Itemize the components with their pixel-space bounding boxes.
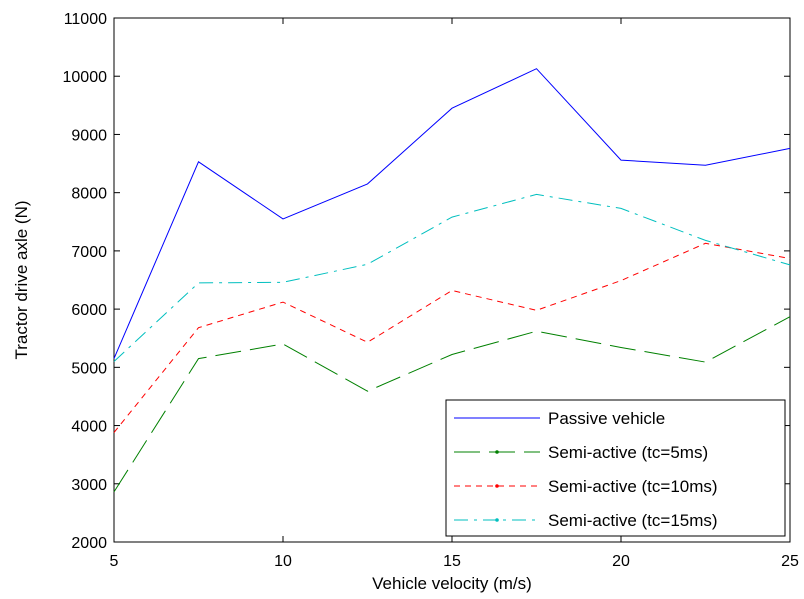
axis-ticks: 5 10 15 20 25 2000 3000 4000 5000 6000 7000 8000 900… [63, 11, 800, 570]
series-line-3 [113, 193, 791, 362]
x-tick-label: 15 [443, 553, 461, 570]
series-line-2 [113, 242, 791, 433]
y-axis-label: Tractor drive axle (N) [12, 200, 31, 359]
x-tick-label: 10 [274, 553, 292, 570]
legend-marker [495, 450, 499, 454]
legend-label: Passive vehicle [548, 409, 665, 428]
legend-label: Semi-active (tc=15ms) [548, 511, 718, 530]
y-tick-label: 2000 [71, 535, 107, 552]
series-line-1 [113, 316, 791, 493]
y-tick-label: 9000 [71, 127, 107, 144]
y-tick-label: 11000 [64, 11, 107, 28]
legend-box [445, 399, 786, 537]
x-tick-label: 25 [781, 553, 799, 570]
x-tick-label: 20 [612, 553, 630, 570]
legend-marker [495, 484, 499, 488]
legend-label: Semi-active (tc=10ms) [548, 477, 718, 496]
y-tick-label: 3000 [71, 477, 107, 494]
y-tick-label: 10000 [63, 69, 108, 86]
legend-marker [495, 518, 499, 522]
x-tick-label: 5 [110, 553, 119, 570]
series-line-0 [113, 68, 791, 359]
series-layer [113, 68, 791, 493]
y-tick-label: 7000 [71, 244, 107, 261]
y-tick-label: 6000 [71, 302, 107, 319]
legend-label: Semi-active (tc=5ms) [548, 443, 708, 462]
legend: Passive vehicle Semi-active (tc=5ms) Semi-… [445, 399, 786, 537]
y-tick-label: 5000 [71, 360, 107, 377]
y-tick-label: 4000 [71, 419, 107, 436]
y-tick-label: 8000 [71, 186, 107, 203]
x-axis-label: Vehicle velocity (m/s) [372, 574, 532, 593]
